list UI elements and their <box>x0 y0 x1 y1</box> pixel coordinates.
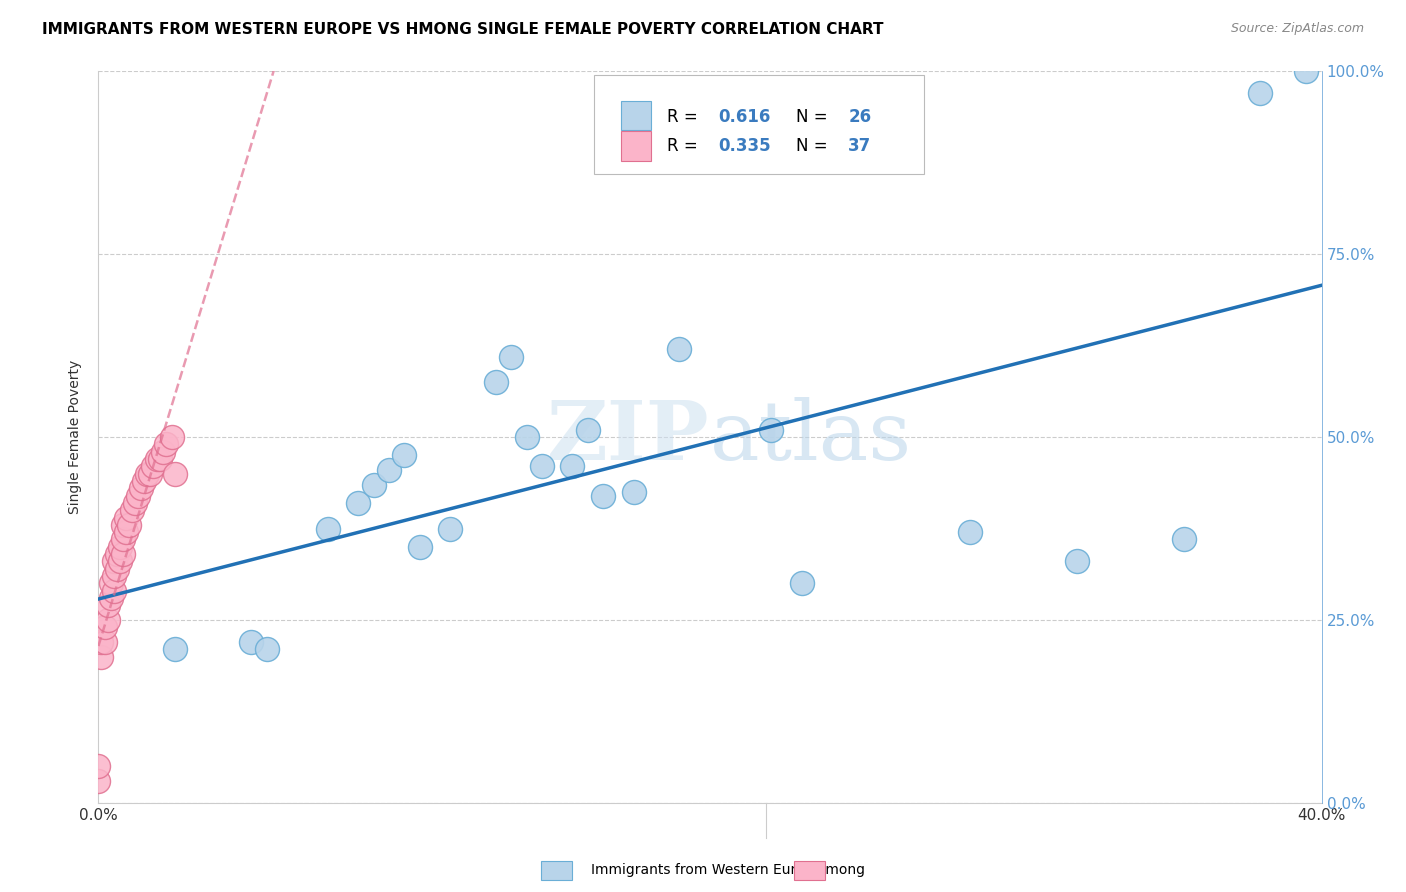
Point <box>118 517 141 532</box>
Text: atlas: atlas <box>710 397 912 477</box>
Point <box>576 423 599 437</box>
FancyBboxPatch shape <box>593 75 924 174</box>
Point <box>408 540 430 554</box>
FancyBboxPatch shape <box>620 101 651 130</box>
Point <box>100 576 122 591</box>
Point <box>127 489 149 503</box>
Point <box>115 510 138 524</box>
Text: N =: N = <box>796 109 832 127</box>
Point <box>155 437 177 451</box>
Point <box>111 517 134 532</box>
Point <box>111 547 134 561</box>
Point <box>103 554 125 568</box>
Point <box>959 525 981 540</box>
Point <box>668 343 690 357</box>
Point <box>485 376 508 390</box>
Point <box>90 649 112 664</box>
Point <box>1066 554 1088 568</box>
Text: 26: 26 <box>848 109 872 127</box>
Text: IMMIGRANTS FROM WESTERN EUROPE VS HMONG SINGLE FEMALE POVERTY CORRELATION CHART: IMMIGRANTS FROM WESTERN EUROPE VS HMONG … <box>42 22 884 37</box>
Point <box>163 642 186 657</box>
Point <box>121 503 143 517</box>
Point <box>592 489 614 503</box>
Point <box>93 620 115 634</box>
Point <box>561 459 583 474</box>
Point <box>160 430 183 444</box>
Point <box>392 449 416 463</box>
Point <box>134 474 156 488</box>
Point <box>108 554 131 568</box>
Text: 37: 37 <box>848 137 872 155</box>
Point <box>105 562 128 576</box>
Point <box>90 635 112 649</box>
Text: R =: R = <box>668 109 703 127</box>
Point <box>103 569 125 583</box>
Point <box>501 350 523 364</box>
Point <box>530 459 553 474</box>
Point <box>111 533 134 547</box>
Point <box>100 591 122 605</box>
Point <box>108 540 131 554</box>
Point <box>256 642 278 657</box>
Point <box>124 496 146 510</box>
Point <box>129 481 152 495</box>
Text: 0.335: 0.335 <box>718 137 772 155</box>
Point <box>163 467 186 481</box>
Point <box>378 463 401 477</box>
Point <box>87 773 110 788</box>
Point <box>790 576 813 591</box>
Point <box>1173 533 1195 547</box>
Text: 0.616: 0.616 <box>718 109 770 127</box>
Point <box>115 525 138 540</box>
Y-axis label: Single Female Poverty: Single Female Poverty <box>69 360 83 514</box>
Text: ZIP: ZIP <box>547 397 710 477</box>
Point <box>93 635 115 649</box>
Point <box>136 467 159 481</box>
Point <box>97 613 120 627</box>
FancyBboxPatch shape <box>620 131 651 161</box>
Point <box>347 496 370 510</box>
Text: Immigrants from Western Europe: Immigrants from Western Europe <box>591 863 821 877</box>
Point <box>1295 64 1317 78</box>
Point <box>623 485 645 500</box>
Point <box>516 430 538 444</box>
Point <box>142 459 165 474</box>
Text: R =: R = <box>668 137 703 155</box>
Point <box>103 583 125 598</box>
Point <box>152 444 174 458</box>
Point <box>759 423 782 437</box>
Point <box>439 521 461 535</box>
Text: Source: ZipAtlas.com: Source: ZipAtlas.com <box>1230 22 1364 36</box>
Point <box>97 599 120 613</box>
Text: Hmong: Hmong <box>815 863 866 877</box>
Point <box>105 547 128 561</box>
Text: N =: N = <box>796 137 832 155</box>
Point <box>145 452 167 467</box>
Point <box>240 635 263 649</box>
Point <box>139 467 162 481</box>
Point <box>87 759 110 773</box>
Point <box>1249 87 1271 101</box>
Point <box>363 477 385 491</box>
Point <box>316 521 339 535</box>
Point <box>149 452 172 467</box>
